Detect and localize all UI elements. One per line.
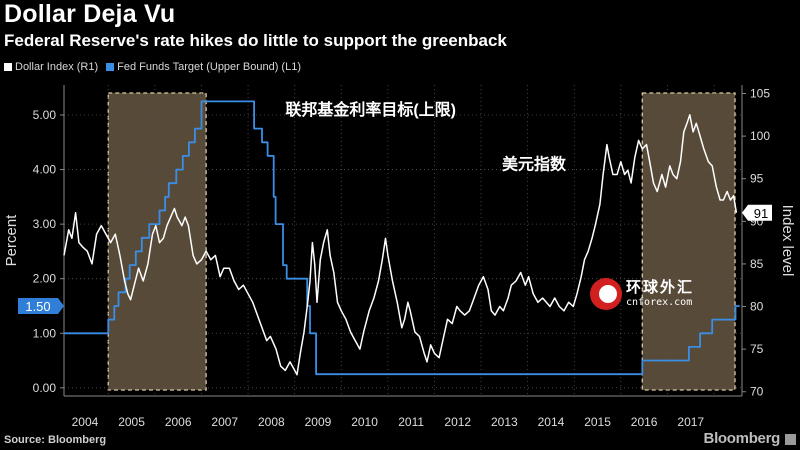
x-tick-label: 2016 (631, 415, 658, 429)
source-note: Source: Bloomberg (4, 434, 107, 446)
x-tick-label: 2008 (258, 415, 285, 429)
left-tick-label: 4.00 (33, 163, 57, 177)
x-tick-label: 2017 (677, 415, 704, 429)
watermark: 环球外汇 cnforex.com (590, 278, 694, 310)
watermark-site: cnforex.com (626, 296, 693, 308)
last-value-label-left: 1.50 (25, 299, 50, 314)
legend-swatch-fed-funds (106, 63, 115, 71)
x-tick-label: 2011 (398, 415, 424, 429)
x-tick-label: 2012 (444, 415, 471, 429)
right-tick-label: 75 (750, 342, 764, 356)
left-tick-label: 5.00 (33, 108, 57, 122)
x-tick-label: 2009 (305, 415, 332, 429)
x-tick-label: 2004 (72, 415, 99, 429)
brand-logo: Bloomberg (703, 430, 781, 447)
watermark-text: 环球外汇 cnforex.com (626, 280, 694, 308)
legend: Dollar Index (R1) Fed Funds Target (Uppe… (4, 61, 301, 73)
right-tick-label: 70 (750, 385, 764, 399)
legend-label-dollar-index: Dollar Index (R1) (15, 61, 99, 73)
legend-item-dollar-index: Dollar Index (R1) (4, 61, 98, 73)
right-axis-title: Index level (779, 205, 796, 277)
shaded-period-1 (641, 92, 736, 391)
last-value-marker-left (18, 297, 64, 314)
chart-subtitle: Federal Reserve's rate hikes do little t… (4, 31, 507, 50)
left-axis-title: Percent (3, 214, 20, 267)
x-tick-label: 2010 (351, 415, 378, 429)
fed-funds-line (64, 100, 740, 376)
x-tick-label: 2007 (211, 415, 238, 429)
annotation-0: 联邦基金利率目标(上限) (285, 100, 456, 119)
right-tick-label: 100 (750, 129, 770, 143)
last-value-label-right: 91 (754, 206, 768, 221)
right-tick-label: 85 (750, 257, 764, 271)
left-tick-label: 3.00 (33, 217, 57, 231)
last-value-marker-right (742, 204, 772, 221)
x-tick-label: 2005 (118, 415, 145, 429)
brand-bar-icon (785, 434, 796, 445)
annotation-1: 美元指数 (502, 155, 567, 174)
x-tick-label: 2014 (538, 415, 565, 429)
dollar-index-line (63, 114, 738, 376)
x-tick-label: 2006 (165, 415, 192, 429)
legend-item-fed-funds: Fed Funds Target (Upper Bound) (L1) (106, 61, 301, 73)
watermark-logo-icon (590, 278, 622, 310)
left-tick-label: 1.00 (33, 326, 57, 340)
legend-label-fed-funds: Fed Funds Target (Upper Bound) (L1) (117, 61, 301, 73)
legend-swatch-dollar-index (4, 63, 12, 71)
right-tick-label: 105 (750, 87, 770, 101)
chart-title: Dollar Deja Vu (4, 0, 176, 28)
x-tick-label: 2013 (491, 415, 518, 429)
left-tick-label: 0.00 (33, 381, 57, 395)
right-tick-label: 95 (750, 172, 764, 186)
right-tick-label: 80 (750, 300, 764, 314)
x-tick-label: 2015 (584, 415, 611, 429)
watermark-name: 环球外汇 (626, 279, 695, 297)
left-tick-label: 2.00 (33, 272, 57, 286)
